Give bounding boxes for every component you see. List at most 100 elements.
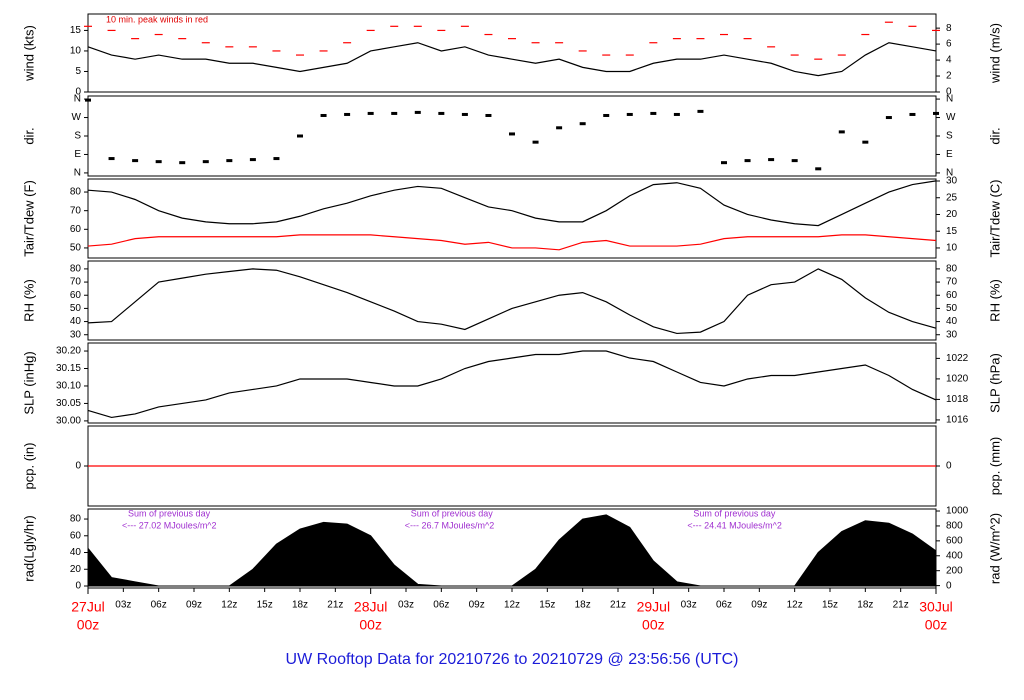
day-label: 30Jul xyxy=(919,599,952,615)
y-tick-label: 50 xyxy=(70,243,82,254)
y-tick-label: 30.00 xyxy=(56,416,81,427)
y2-tick-label: 400 xyxy=(946,550,963,561)
x-tick-label: 18z xyxy=(292,600,308,611)
x-tick-label: 21z xyxy=(610,600,626,611)
y-tick-label: 30.20 xyxy=(56,346,81,357)
day-sublabel: 00z xyxy=(925,617,948,633)
y-tick-label: 40 xyxy=(70,547,82,558)
y2-tick-label: 1018 xyxy=(946,394,969,405)
day-sublabel: 00z xyxy=(642,617,665,633)
panel-frame xyxy=(87,342,937,424)
x-tick-label: 06z xyxy=(716,600,732,611)
y-axis-label: SLP (inHg) xyxy=(21,351,36,414)
y2-tick-label: 6 xyxy=(946,39,952,50)
x-tick-label: 09z xyxy=(751,600,767,611)
y2-tick-label: 80 xyxy=(946,264,958,275)
day-sublabel: 00z xyxy=(359,617,382,633)
dir-point xyxy=(226,159,233,163)
dir-point xyxy=(579,122,586,126)
y2-tick-label: 1016 xyxy=(946,415,969,426)
annotation: <--- 24.41 MJoules/m^2 xyxy=(687,520,782,530)
y2-tick-label: 70 xyxy=(946,277,958,288)
dir-point xyxy=(438,111,445,115)
annotation: Sum of previous day xyxy=(411,508,494,518)
dir-point xyxy=(320,113,327,117)
y2-tick-label: 20 xyxy=(946,209,958,220)
y-tick-label: 70 xyxy=(70,277,82,288)
x-tick-label: 09z xyxy=(469,600,485,611)
dir-point xyxy=(461,112,468,116)
dir-point xyxy=(768,158,775,162)
y2-axis-label: rad (W/m^2) xyxy=(987,513,1002,584)
dir-point xyxy=(532,140,539,144)
dir-point xyxy=(697,109,704,113)
dir-point xyxy=(838,130,845,134)
x-tick-label: 15z xyxy=(257,600,273,611)
dir-point xyxy=(885,116,892,120)
y-tick-label: 5 xyxy=(75,66,81,77)
dir-point xyxy=(273,157,280,161)
x-tick-label: 15z xyxy=(822,600,838,611)
dir-point xyxy=(791,159,798,163)
panel-frame xyxy=(87,260,937,341)
series-line xyxy=(87,180,937,227)
y-tick-label: 60 xyxy=(70,530,82,541)
y2-axis-label: Tair/Tdew (C) xyxy=(987,179,1002,257)
day-label: 27Jul xyxy=(71,599,104,615)
y-tick-label: 50 xyxy=(70,303,82,314)
panel-frame xyxy=(87,178,937,259)
y2-axis-label: RH (%) xyxy=(987,279,1002,322)
y2-tick-label: 25 xyxy=(946,192,958,203)
dir-point xyxy=(626,112,633,116)
x-tick-label: 12z xyxy=(787,600,803,611)
y-tick-label: 20 xyxy=(70,564,82,575)
x-tick-label: 09z xyxy=(186,600,202,611)
y-tick-label: 0 xyxy=(75,87,81,98)
dir-point xyxy=(721,161,727,165)
y-tick-label: 80 xyxy=(70,187,82,198)
y-tick-label: 30 xyxy=(70,329,82,340)
dir-point xyxy=(155,160,162,164)
dir-point xyxy=(603,113,610,117)
annotation: Sum of previous day xyxy=(693,508,776,518)
annotation: 10 min. peak winds in red xyxy=(106,14,208,24)
y2-tick-label: 60 xyxy=(946,290,958,301)
y2-tick-label: 1000 xyxy=(946,506,969,517)
x-tick-label: 12z xyxy=(504,600,520,611)
y2-tick-label: 1022 xyxy=(946,353,969,364)
y2-tick-label: 200 xyxy=(946,565,963,576)
dir-point xyxy=(85,98,91,102)
series-line xyxy=(87,268,937,335)
y-tick-label: S xyxy=(74,131,81,142)
y2-tick-label: 800 xyxy=(946,521,963,532)
y-tick-label: 30.05 xyxy=(56,398,81,409)
y-tick-label: W xyxy=(72,112,82,123)
y-axis-label: Tair/Tdew (F) xyxy=(21,180,36,257)
y2-tick-label: N xyxy=(946,168,953,179)
y-axis-label: dir. xyxy=(21,127,36,144)
dir-point xyxy=(202,160,209,164)
dir-point xyxy=(179,161,186,165)
y-tick-label: 15 xyxy=(70,25,82,36)
dir-point xyxy=(485,113,492,117)
x-tick-label: 03z xyxy=(681,600,697,611)
dir-point xyxy=(249,158,256,162)
y-tick-label: 30.15 xyxy=(56,363,81,374)
y-axis-label: pcp. (in) xyxy=(21,443,36,490)
annotation: <--- 27.02 MJoules/m^2 xyxy=(122,520,217,530)
y-tick-label: N xyxy=(74,94,81,105)
dir-point xyxy=(815,167,822,171)
annotation: <--- 26.7 MJoules/m^2 xyxy=(405,520,495,530)
x-tick-label: 03z xyxy=(398,600,414,611)
day-label: 29Jul xyxy=(637,599,670,615)
y2-tick-label: 0 xyxy=(946,580,952,591)
dir-point xyxy=(556,126,563,130)
y-tick-label: 70 xyxy=(70,205,82,216)
day-label: 28Jul xyxy=(354,599,387,615)
rad-area xyxy=(87,514,937,587)
y2-axis-label: wind (m/s) xyxy=(987,23,1002,84)
y-tick-label: 30.10 xyxy=(56,381,81,392)
y-tick-label: 10 xyxy=(70,46,82,57)
y-tick-label: 0 xyxy=(75,581,81,592)
